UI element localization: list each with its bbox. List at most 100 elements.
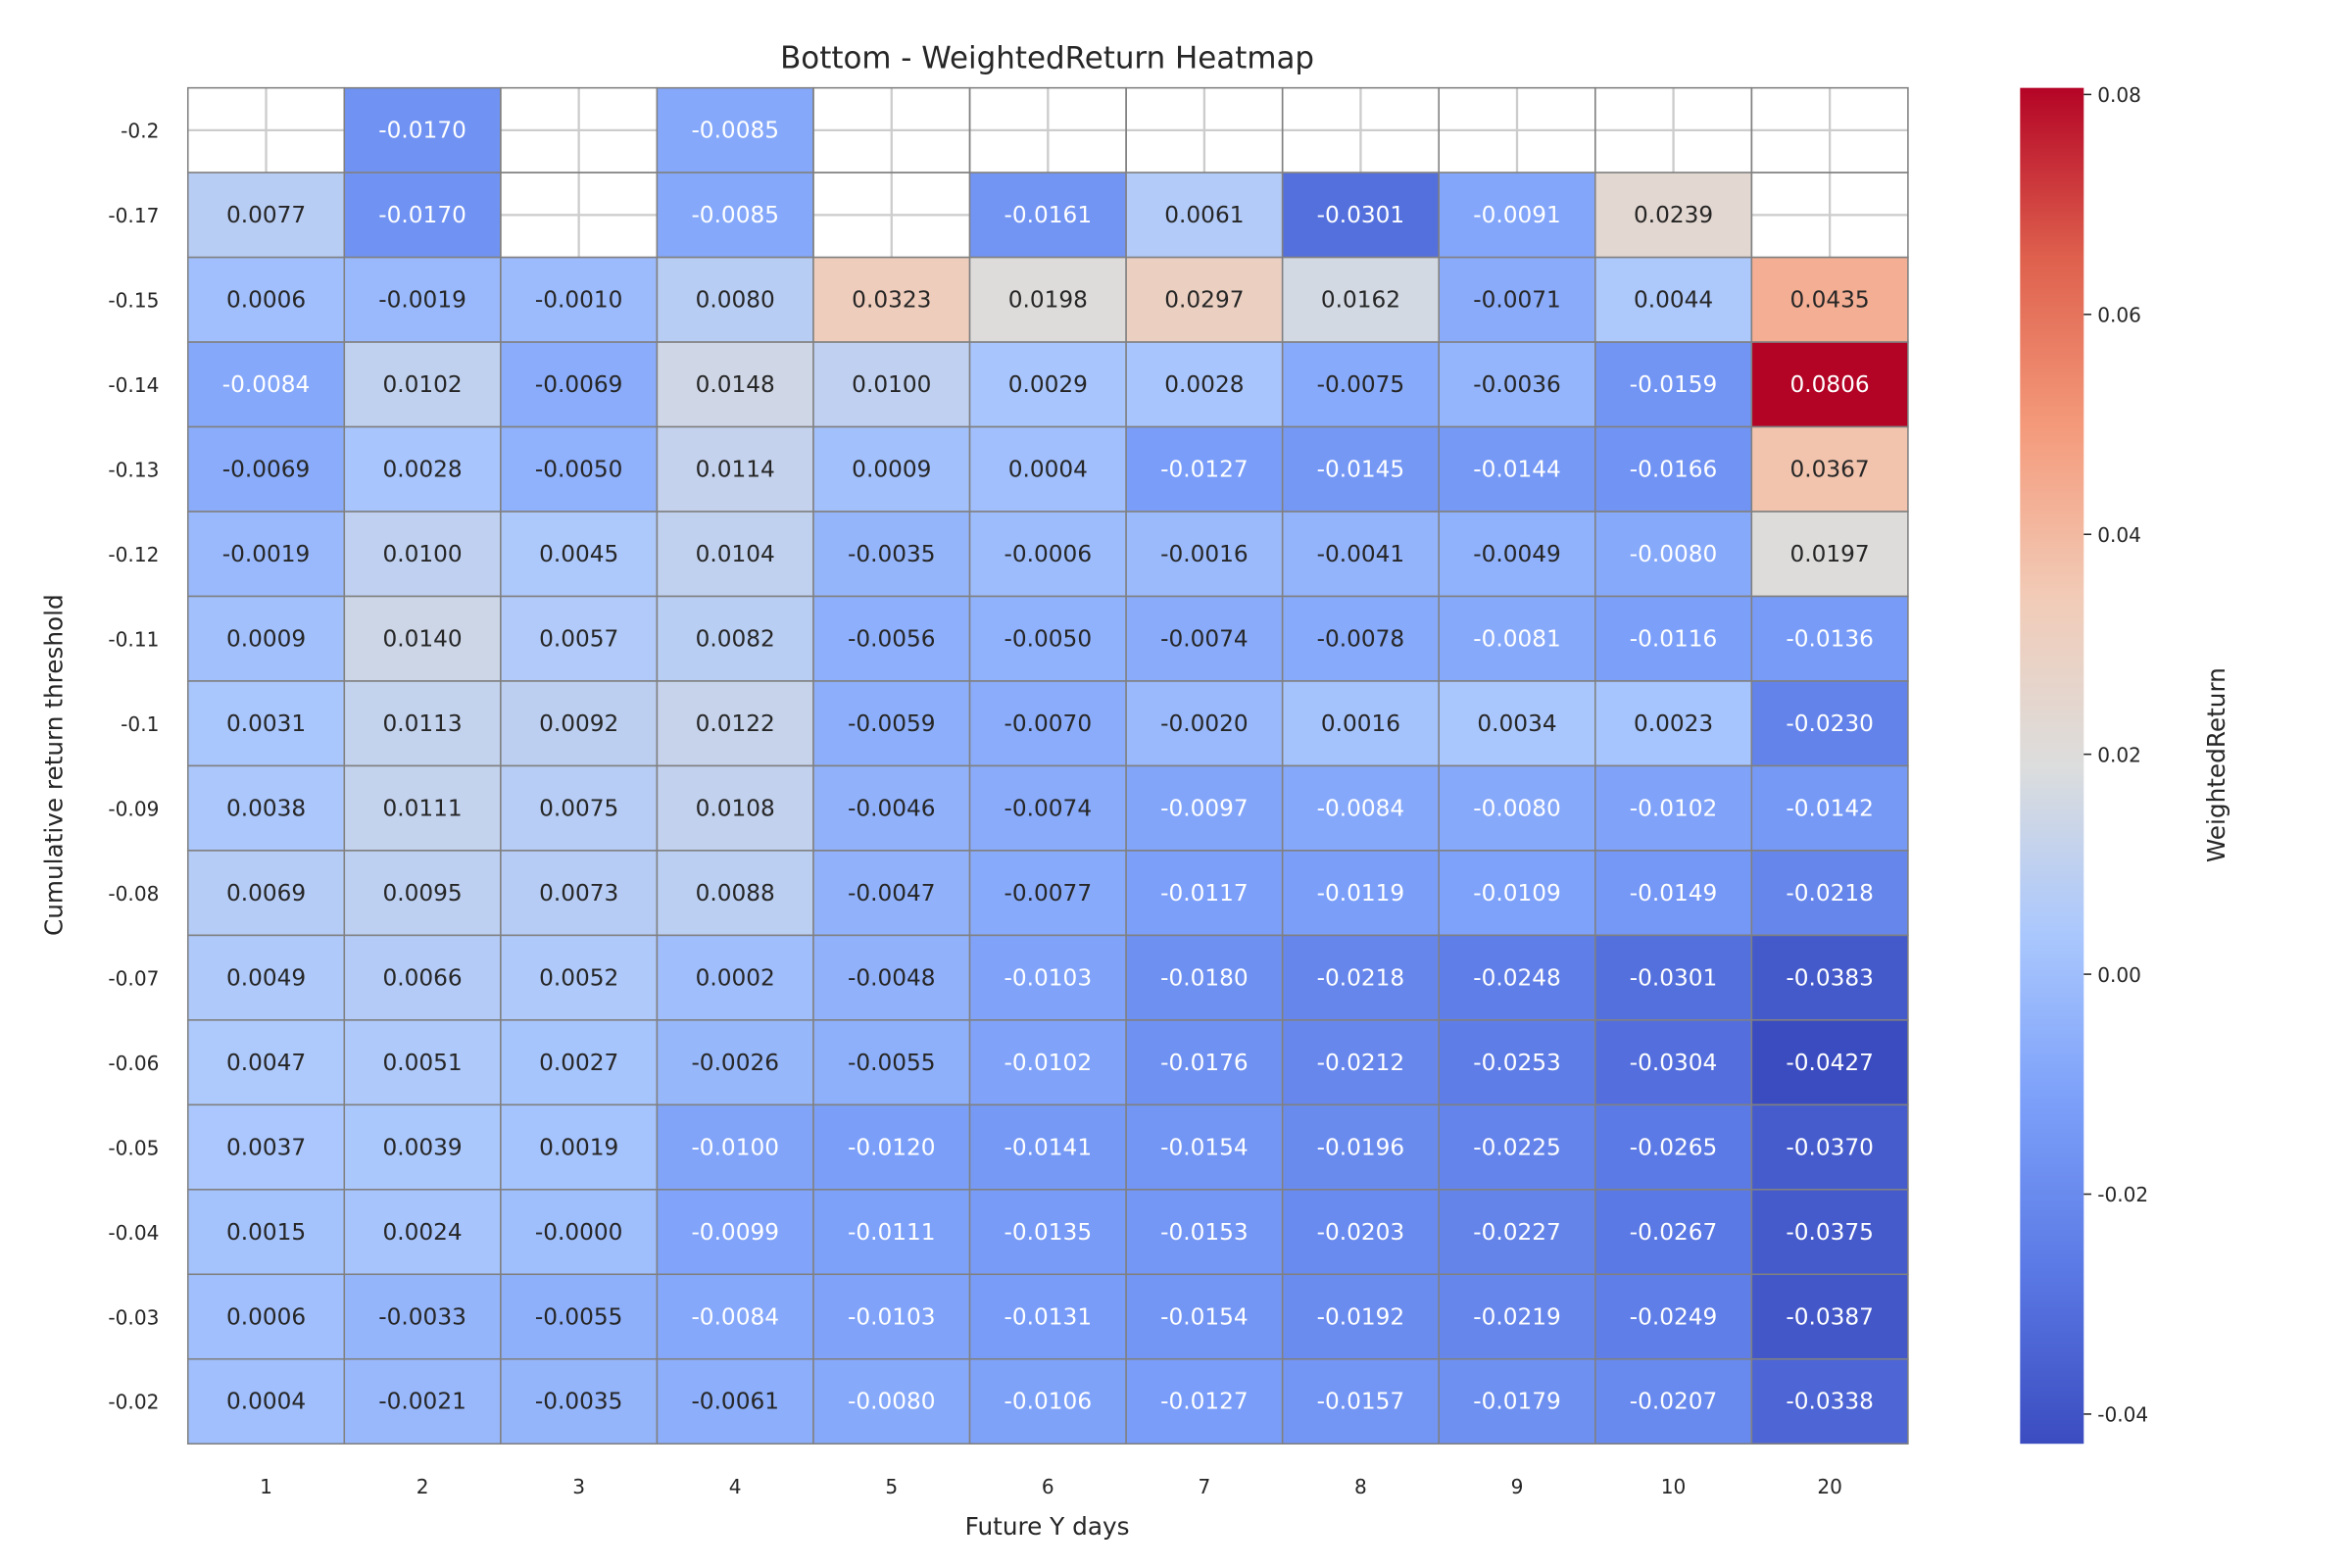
heatmap-cell [968, 1273, 1127, 1360]
heatmap-cell [186, 1189, 346, 1276]
cell-annotation: -0.0111 [848, 1219, 936, 1246]
heatmap-cell [1438, 1273, 1596, 1360]
cell-annotation: -0.0387 [1786, 1303, 1874, 1330]
cell-annotation: -0.0161 [1004, 202, 1093, 228]
cell-annotation: -0.0084 [691, 1303, 779, 1330]
cell-annotation: -0.0304 [1630, 1050, 1718, 1076]
cell-annotation: -0.0099 [691, 1219, 779, 1246]
cell-annotation: -0.0253 [1473, 1050, 1561, 1076]
y-tick-label: -0.06 [108, 1052, 159, 1075]
y-tick-label: -0.17 [108, 204, 159, 227]
heatmap-cell [1750, 1357, 1909, 1446]
heatmap-cell [812, 425, 971, 513]
heatmap-cell [186, 850, 346, 937]
cell-annotation: -0.0048 [848, 964, 936, 991]
heatmap-cell [1125, 1103, 1284, 1191]
cell-annotation: -0.0116 [1630, 625, 1718, 652]
heatmap-cell [500, 764, 659, 852]
cell-annotation: 0.0019 [539, 1134, 618, 1160]
cell-annotation: 0.0102 [383, 371, 463, 398]
heatmap-cell [812, 764, 971, 852]
heatmap-cell [186, 172, 346, 259]
cell-annotation: 0.0027 [539, 1050, 618, 1076]
cell-annotation: -0.0145 [1317, 457, 1405, 483]
heatmap-cell [1281, 1273, 1441, 1360]
cell-annotation: 0.0197 [1790, 541, 1870, 567]
heatmap-cell [812, 680, 971, 767]
cell-annotation: -0.0249 [1630, 1303, 1718, 1330]
heatmap-cell [1438, 764, 1596, 852]
cell-annotation: -0.0120 [848, 1134, 936, 1160]
cell-annotation: -0.0170 [378, 118, 466, 144]
cell-annotation: -0.0135 [1004, 1219, 1093, 1246]
cell-annotation: -0.0119 [1317, 880, 1405, 906]
heatmap-cell [343, 172, 502, 259]
cell-annotation: 0.0049 [226, 964, 306, 991]
cell-annotation: 0.0239 [1634, 202, 1713, 228]
cell-annotation: -0.0176 [1160, 1050, 1249, 1076]
cell-annotation: -0.0019 [222, 541, 311, 567]
cell-annotation: -0.0049 [1473, 541, 1561, 567]
cell-annotation: -0.0375 [1786, 1219, 1874, 1246]
cell-annotation: -0.0265 [1630, 1134, 1718, 1160]
y-tick-label: -0.03 [108, 1305, 159, 1329]
heatmap-cell [656, 850, 814, 937]
heatmap-cell [656, 680, 814, 767]
cell-annotation: 0.0038 [226, 795, 306, 821]
cell-annotation: -0.0033 [378, 1303, 466, 1330]
cell-annotation: -0.0102 [1004, 1050, 1093, 1076]
heatmap-cell [656, 1273, 814, 1360]
heatmap-cell [1438, 680, 1596, 767]
x-tick-label: 8 [1354, 1475, 1367, 1498]
cell-annotation: 0.0051 [383, 1050, 463, 1076]
heatmap-cell [500, 256, 659, 343]
heatmap-cell [343, 1273, 502, 1360]
heatmap-cell [1594, 1357, 1753, 1446]
cell-annotation: -0.0000 [535, 1219, 623, 1246]
colorbar-tick-label: 0.04 [2097, 523, 2141, 547]
heatmap-cells: -0.0170 -0.0085 0.0077 -0.0170 -0.0085 -0.016… [186, 86, 1909, 1446]
heatmap-cell [500, 1189, 659, 1276]
cell-annotation: -0.0061 [691, 1389, 779, 1415]
heatmap-cell [1750, 1019, 1909, 1106]
cell-annotation: -0.0106 [1004, 1389, 1093, 1415]
cell-annotation: -0.0218 [1317, 964, 1405, 991]
heatmap-cell [343, 1189, 502, 1276]
heatmap-cell [1125, 511, 1284, 598]
cell-annotation: 0.0148 [696, 371, 775, 398]
heatmap-cell [656, 1357, 814, 1446]
cell-annotation: 0.0108 [696, 795, 775, 821]
heatmap-cell [1125, 341, 1284, 428]
cell-annotation: -0.0141 [1004, 1134, 1093, 1160]
heatmap-cell [1438, 595, 1596, 682]
heatmap-cell [1750, 511, 1909, 598]
heatmap-cell [812, 1189, 971, 1276]
heatmap-cell [343, 595, 502, 682]
cell-annotation: -0.0080 [1630, 541, 1718, 567]
heatmap-cell [968, 850, 1127, 937]
heatmap-cell [1281, 850, 1441, 937]
cell-annotation: -0.0109 [1473, 880, 1561, 906]
cell-annotation: -0.0218 [1786, 880, 1874, 906]
heatmap-cell [1125, 595, 1284, 682]
heatmap-cell [1281, 934, 1441, 1021]
heatmap-cell [1594, 595, 1753, 682]
cell-annotation: 0.0069 [226, 880, 306, 906]
cell-annotation: -0.0248 [1473, 964, 1561, 991]
cell-annotation: -0.0081 [1473, 625, 1561, 652]
cell-annotation: 0.0297 [1164, 287, 1244, 314]
cell-annotation: 0.0100 [852, 371, 931, 398]
cell-annotation: -0.0010 [535, 287, 623, 314]
cell-annotation: 0.0006 [226, 287, 306, 314]
heatmap-cell [500, 425, 659, 513]
heatmap-cell [812, 341, 971, 428]
cell-annotation: -0.0091 [1473, 202, 1561, 228]
cell-annotation: 0.0023 [1634, 710, 1713, 737]
heatmap-cell [1125, 1189, 1284, 1276]
heatmap-cell [1125, 1273, 1284, 1360]
cell-annotation: -0.0055 [535, 1303, 623, 1330]
cell-annotation: 0.0075 [539, 795, 618, 821]
cell-annotation: -0.0085 [691, 202, 779, 228]
heatmap-cell [812, 1019, 971, 1106]
heatmap-cell [1594, 764, 1753, 852]
